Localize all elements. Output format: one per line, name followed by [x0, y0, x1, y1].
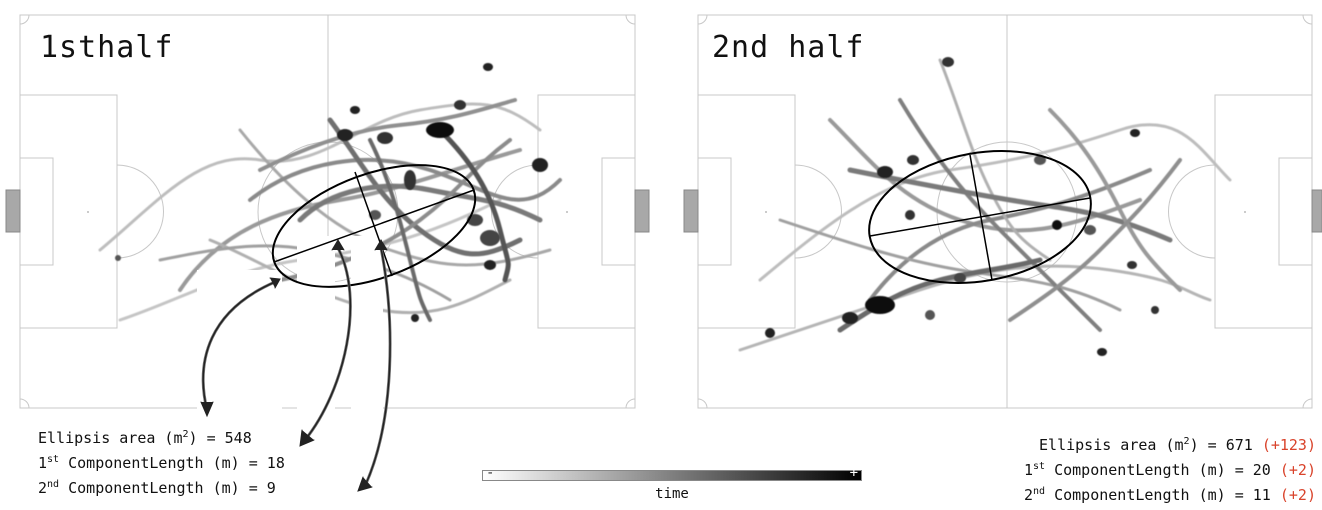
stats-second-half: Ellipsis area (m2) = 671 (+123) 1st Comp…	[1024, 431, 1316, 506]
time-colorbar: - + time	[482, 465, 862, 506]
stat-second-component: 2nd ComponentLength (m) = 9	[38, 479, 276, 497]
second-component-value-2: 11	[1252, 486, 1271, 504]
first-component-value-2: 20	[1252, 461, 1271, 479]
goal-right	[634, 189, 650, 233]
ellipse-area-value: 548	[224, 429, 252, 447]
goal-right-2	[1311, 189, 1322, 233]
stat-ellipse-area-2: Ellipsis area (m2) = 671 (+123)	[1039, 436, 1316, 454]
panel-title-second-half: 2nd half	[712, 30, 865, 65]
pitch-right	[683, 14, 1322, 409]
stat-second-component-2: 2nd ComponentLength (m) = 11 (+2)	[1023, 486, 1316, 504]
stat-first-component-2: 1st ComponentLength (m) = 20 (+2)	[1023, 461, 1316, 479]
heatmap-trajectories-right	[738, 58, 1232, 352]
goal-left-2	[683, 189, 699, 233]
heatmap-hotspots-left	[115, 63, 548, 322]
first-component-axis-right	[869, 197, 1091, 237]
second-component-axis-left	[354, 171, 393, 277]
colorbar-min-symbol: -	[486, 465, 495, 481]
dispersion-ellipse-left	[271, 164, 477, 288]
colorbar-max-symbol: +	[849, 465, 858, 481]
annotation-arrows-left	[200, 239, 392, 492]
first-component-delta: (+2)	[1279, 461, 1316, 479]
stats-first-half: Ellipsis area (m2) = 548 1st ComponentLe…	[38, 424, 285, 499]
panel-title-first-half: 1sthalf	[40, 30, 174, 65]
second-component-delta: (+2)	[1279, 486, 1316, 504]
stat-first-component: 1st ComponentLength (m) = 18	[38, 454, 285, 472]
stat-ellipse-area: Ellipsis area (m2) = 548	[38, 429, 252, 447]
first-component-value: 18	[266, 454, 285, 472]
goal-left	[5, 189, 21, 233]
ellipse-area-value-2: 671	[1225, 436, 1253, 454]
second-component-value: 9	[266, 479, 276, 497]
dispersion-ellipse-right	[868, 150, 1092, 284]
pitch-left	[5, 14, 650, 492]
colorbar-label: time	[655, 486, 689, 502]
colorbar-gradient	[482, 470, 862, 481]
ellipse-area-delta: (+123)	[1261, 436, 1316, 454]
second-component-axis-right	[969, 154, 993, 281]
heatmap-hotspots-right	[765, 57, 1159, 356]
